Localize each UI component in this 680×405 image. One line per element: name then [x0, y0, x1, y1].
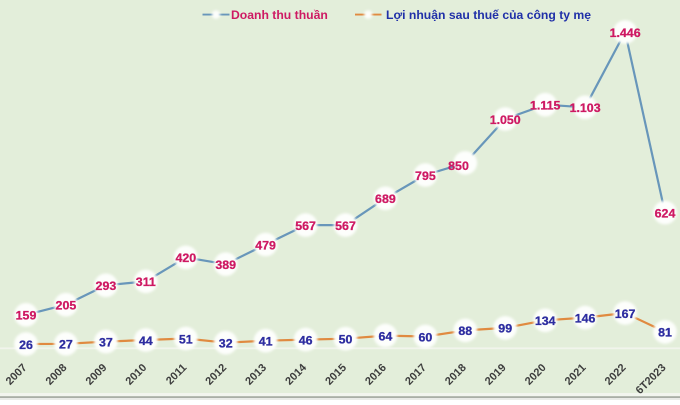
svg-text:689: 689	[375, 192, 396, 206]
svg-text:293: 293	[96, 279, 117, 293]
svg-text:1.446: 1.446	[610, 26, 641, 40]
svg-text:88: 88	[458, 324, 472, 338]
svg-text:26: 26	[19, 338, 33, 352]
svg-text:1.103: 1.103	[570, 101, 601, 115]
svg-text:64: 64	[379, 329, 393, 343]
svg-text:479: 479	[255, 238, 276, 252]
svg-text:81: 81	[658, 326, 672, 340]
svg-text:134: 134	[535, 314, 556, 328]
svg-text:Lợi nhuận sau thuế của công ty: Lợi nhuận sau thuế của công ty mẹ	[386, 8, 591, 22]
svg-text:205: 205	[56, 299, 77, 313]
svg-text:51: 51	[179, 332, 193, 346]
svg-text:41: 41	[259, 335, 273, 349]
svg-text:167: 167	[615, 307, 636, 321]
svg-text:389: 389	[215, 258, 236, 272]
svg-text:46: 46	[299, 333, 313, 347]
svg-text:27: 27	[59, 338, 73, 352]
svg-text:146: 146	[575, 311, 596, 325]
svg-text:50: 50	[339, 333, 353, 347]
svg-text:1.115: 1.115	[530, 99, 560, 113]
svg-text:32: 32	[219, 337, 233, 351]
svg-text:44: 44	[139, 334, 153, 348]
svg-text:159: 159	[16, 309, 37, 323]
svg-text:567: 567	[335, 219, 356, 233]
svg-text:420: 420	[175, 251, 196, 265]
svg-text:850: 850	[448, 159, 469, 173]
svg-text:37: 37	[99, 335, 113, 349]
svg-text:311: 311	[136, 275, 156, 289]
svg-text:624: 624	[655, 206, 676, 220]
svg-text:60: 60	[419, 330, 433, 344]
svg-text:1.050: 1.050	[490, 113, 521, 127]
svg-text:99: 99	[498, 322, 512, 336]
svg-text:567: 567	[295, 219, 316, 233]
svg-text:Doanh thu thuần: Doanh thu thuần	[231, 8, 328, 22]
svg-text:795: 795	[415, 169, 436, 183]
